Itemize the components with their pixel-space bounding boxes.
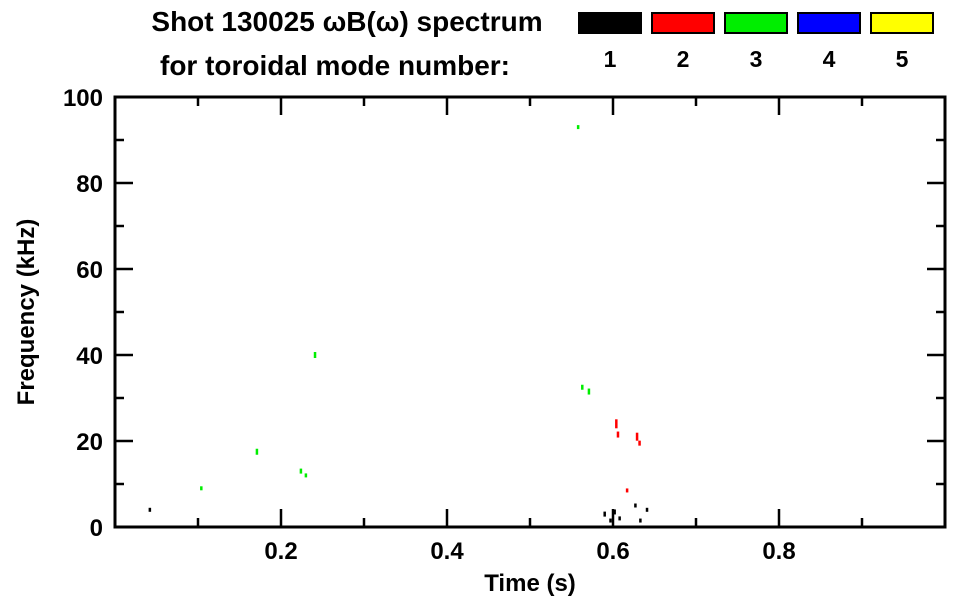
svg-text:20: 20	[76, 429, 103, 456]
mode-legend: 1 2 3 4 5	[578, 12, 934, 71]
svg-text:0: 0	[90, 515, 103, 542]
plot-subtitle: for toroidal mode number:	[160, 50, 510, 81]
svg-text:0.6: 0.6	[596, 538, 629, 565]
legend-label-mode-3: 3	[749, 46, 763, 72]
legend-swatch-mode-2	[651, 12, 715, 34]
legend-swatch-mode-5	[870, 12, 934, 34]
legend-item-mode-5: 5	[870, 12, 934, 71]
svg-text:Frequency (kHz): Frequency (kHz)	[13, 219, 40, 406]
svg-text:100: 100	[63, 85, 103, 112]
legend-label-mode-2: 2	[676, 46, 690, 72]
svg-text:0.4: 0.4	[430, 538, 464, 565]
legend-label-mode-1: 1	[603, 46, 617, 72]
legend-item-mode-1: 1	[578, 12, 642, 71]
legend-item-mode-2: 2	[651, 12, 715, 71]
legend-item-mode-4: 4	[797, 12, 861, 71]
svg-text:80: 80	[76, 171, 103, 198]
legend-swatch-mode-4	[797, 12, 861, 34]
svg-text:0.8: 0.8	[762, 538, 795, 565]
legend-label-mode-4: 4	[822, 46, 836, 72]
legend-item-mode-3: 3	[724, 12, 788, 71]
svg-text:60: 60	[76, 257, 103, 284]
svg-text:Time (s): Time (s)	[484, 570, 576, 597]
legend-label-mode-5: 5	[895, 46, 909, 72]
svg-text:0.2: 0.2	[264, 538, 297, 565]
legend-swatch-mode-1	[578, 12, 642, 34]
plot-title: Shot 130025 ωB(ω) spectrum	[151, 6, 543, 37]
svg-text:40: 40	[76, 343, 103, 370]
legend-swatch-mode-3	[724, 12, 788, 34]
